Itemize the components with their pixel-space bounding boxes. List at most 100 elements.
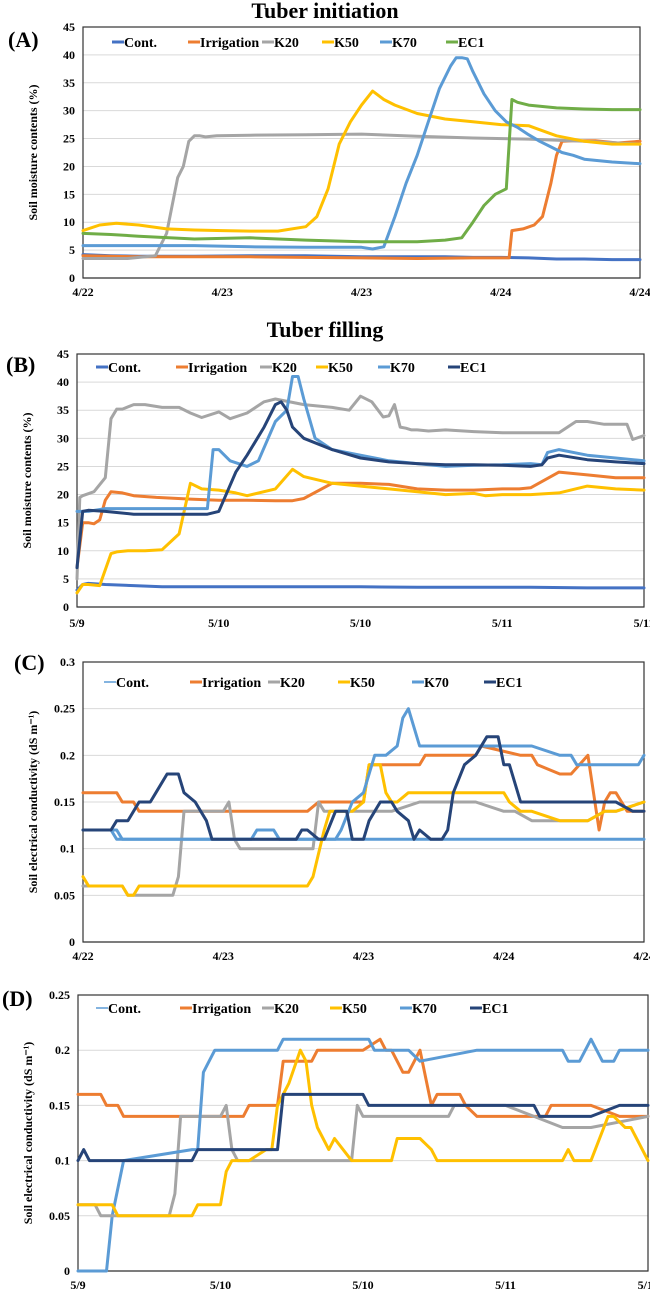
legend-item: Irrigation (188, 36, 259, 51)
series-line-cont (76, 1159, 126, 1273)
legend-label: K70 (390, 361, 415, 376)
series-line-ec1 (81, 735, 646, 841)
panel-label: (D) (2, 986, 33, 1011)
series-line-k20 (81, 800, 646, 897)
legend-label: K70 (424, 676, 449, 691)
panel-label: (B) (6, 352, 35, 377)
y-tick-label: 0 (64, 1264, 70, 1278)
x-tick-label: 5/11 (492, 616, 513, 630)
legend-item: K50 (338, 676, 375, 691)
legend-label: Cont. (108, 361, 141, 376)
y-tick-label: 40 (57, 375, 69, 389)
x-tick-label: 5/10 (352, 1278, 373, 1292)
legend-item: K20 (262, 36, 299, 51)
series-line-k20 (81, 132, 642, 260)
plot-frame (82, 26, 641, 279)
legend-label: K50 (334, 36, 359, 51)
legend-label: Irrigation (200, 36, 259, 51)
series-line-k50 (81, 763, 646, 897)
y-tick-label: 0.2 (60, 748, 75, 762)
y-tick-label: 0 (63, 600, 69, 614)
legend-item: EC1 (484, 676, 522, 691)
legend-label: Cont. (124, 36, 157, 51)
legend-item: Cont. (96, 1002, 141, 1017)
y-tick-label: 35 (57, 403, 69, 417)
y-tick-label: 10 (63, 215, 75, 229)
y-tick-label: 15 (63, 187, 75, 201)
y-tick-label: 0.15 (49, 1098, 70, 1112)
x-tick-label: 4/22 (72, 949, 93, 963)
x-tick-label: 5/11 (495, 1278, 516, 1292)
y-tick-label: 0.25 (54, 702, 75, 716)
x-tick-label: 4/23 (213, 949, 234, 963)
series-line-cont (75, 581, 646, 592)
x-tick-label: 4/24 (629, 285, 650, 299)
y-tick-label: 10 (57, 544, 69, 558)
legend-label: K70 (392, 36, 417, 51)
y-tick-label: 35 (63, 76, 75, 90)
x-tick-label: 4/22 (72, 285, 93, 299)
plot-frame (77, 994, 649, 1272)
x-tick-label: 4/24 (493, 949, 514, 963)
y-tick-label: 0.15 (54, 795, 75, 809)
series-line-k50 (76, 1048, 650, 1218)
legend-label: EC1 (458, 36, 484, 51)
y-tick-label: 30 (57, 431, 69, 445)
legend-label: K20 (274, 1002, 299, 1017)
series-line-irrigation (75, 470, 646, 570)
x-tick-label: 4/23 (353, 949, 374, 963)
y-tick-label: 45 (63, 20, 75, 34)
chart-c-tuber-initiation-conductivity: (C) 0 0.05 0.1 0.15 0.2 0.25 0.3 4/22 4/23 4/23 4/2… (14, 650, 650, 963)
y-tick-label: 0.2 (55, 1043, 70, 1057)
legend-item: Irrigation (180, 1002, 251, 1017)
y-tick-label: 0.05 (49, 1209, 70, 1223)
y-tick-label: 0.25 (49, 988, 70, 1002)
legend-label: Irrigation (202, 676, 261, 691)
chart-a-tuber-initiation-moisture: Tuber initiation (A) 0 5 10 15 20 25 30 35 40 45 4/2… (8, 0, 650, 299)
series-line-k70 (81, 707, 646, 841)
y-tick-label: 30 (63, 104, 75, 118)
y-axis-label: Soil electrical conductivity (dS m⁻¹) (26, 711, 40, 894)
x-tick-label: 5/11 (634, 616, 650, 630)
legend-label: Irrigation (188, 361, 247, 376)
series-line-k70 (122, 1037, 650, 1163)
x-tick-label: 4/23 (212, 285, 233, 299)
y-axis-label: Soil electrical conductivity (dS m⁻¹) (21, 1042, 35, 1225)
legend-label: EC1 (460, 361, 486, 376)
panel-label: (C) (14, 650, 45, 675)
series-line-k70 (81, 56, 642, 251)
legend-item: K50 (322, 36, 359, 51)
legend-label: K50 (328, 361, 353, 376)
x-tick-label: 5/9 (69, 616, 84, 630)
legend-label: K20 (280, 676, 305, 691)
y-tick-label: 40 (63, 48, 75, 62)
series-line-k20 (75, 394, 646, 581)
legend-item: K70 (412, 676, 449, 691)
y-tick-label: 45 (57, 347, 69, 361)
y-tick-label: 20 (63, 159, 75, 173)
chart-d-tuber-filling-conductivity: (D) 0 0.05 0.1 0.15 0.2 0.25 5/9 5/10 5/10 5/11 5/1… (2, 986, 650, 1292)
y-axis-label: Soil moisture contents (%) (20, 412, 34, 548)
y-tick-label: 0 (69, 935, 75, 949)
legend-item: Cont. (104, 676, 149, 691)
legend-label: EC1 (482, 1002, 508, 1017)
legend-item: EC1 (470, 1002, 508, 1017)
legend-item: Irrigation (190, 676, 261, 691)
x-tick-label: 5/10 (210, 1278, 231, 1292)
x-tick-label: 4/23 (351, 285, 372, 299)
y-tick-label: 0.05 (54, 888, 75, 902)
legend-item: K70 (380, 36, 417, 51)
y-tick-label: 25 (57, 459, 69, 473)
y-axis-label: Soil moisture contents (%) (26, 84, 40, 220)
legend-item: K70 (400, 1002, 437, 1017)
legend-label: K20 (274, 36, 299, 51)
chart-title: Tuber filling (267, 317, 384, 342)
series-line-ec1 (76, 1092, 650, 1163)
series-line-ec1 (75, 400, 646, 570)
x-tick-label: 5/10 (350, 616, 371, 630)
chart-title: Tuber initiation (251, 0, 398, 23)
legend-label: K70 (412, 1002, 437, 1017)
y-tick-label: 15 (57, 516, 69, 530)
series-line-k50 (75, 467, 646, 595)
